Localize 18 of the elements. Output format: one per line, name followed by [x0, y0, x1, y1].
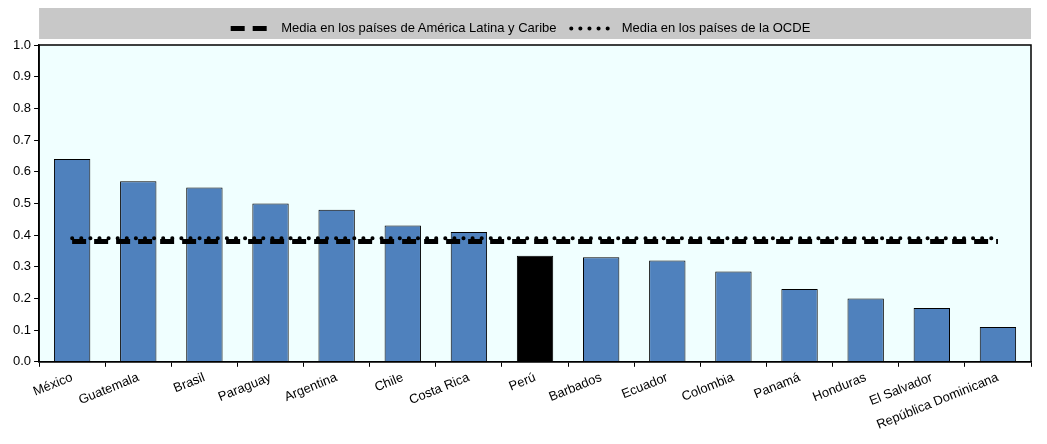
x-tick-label: Perú	[506, 369, 538, 394]
x-tick-label: Brasil	[171, 369, 207, 396]
y-tick-label: 0.9	[12, 68, 32, 84]
x-tick-label: México	[30, 369, 75, 399]
y-tick-label: 1.0	[12, 36, 32, 52]
x-tick-label: Costa Rica	[406, 368, 473, 407]
y-tick-label: 0.7	[12, 131, 32, 147]
y-tick-label: 0.6	[12, 163, 32, 179]
legend-label: Media en los países de América Latina y Caribe	[281, 20, 557, 36]
y-tick-label: 0.0	[12, 353, 32, 369]
y-tick-label: 0.5	[12, 194, 32, 210]
y-tick-label: 0.8	[12, 99, 32, 115]
x-tick-label: Chile	[372, 369, 406, 395]
y-tick-label: 0.1	[12, 321, 32, 337]
y-tick-label: 0.2	[12, 290, 32, 306]
y-tick-label: 0.3	[12, 258, 32, 274]
y-tick-label: 0.4	[12, 226, 32, 242]
legend-label: Media en los países de la OCDE	[621, 20, 811, 36]
